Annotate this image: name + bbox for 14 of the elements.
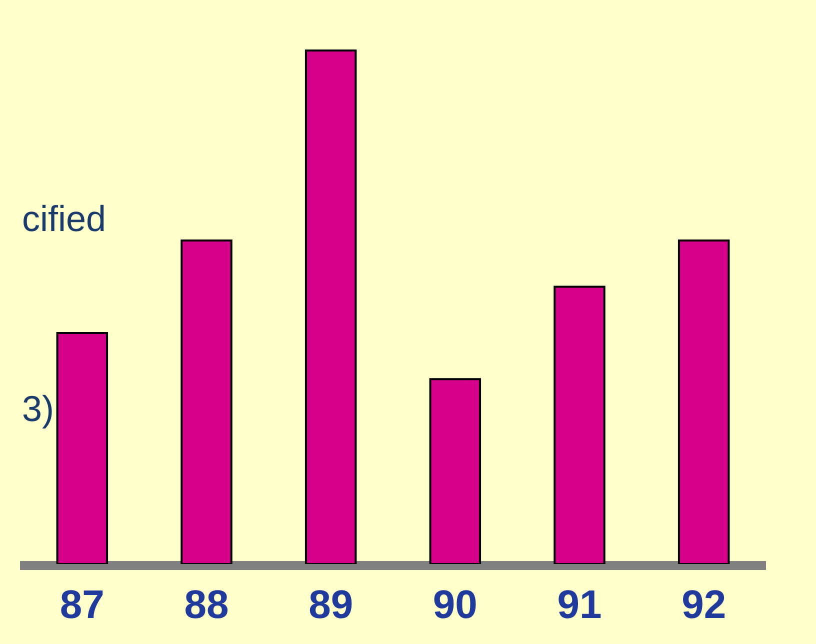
x-tick-label: 89 <box>308 583 354 627</box>
bar <box>678 240 730 564</box>
x-tick-label: 92 <box>682 583 726 627</box>
annotation: 3) <box>22 388 54 429</box>
bar <box>180 240 232 564</box>
x-tick-label: 91 <box>557 583 602 627</box>
bar <box>554 286 606 564</box>
bar <box>304 50 357 564</box>
annotation: cified <box>22 198 106 239</box>
bar <box>429 378 482 564</box>
bar <box>56 332 108 564</box>
x-tick-label: 87 <box>60 583 104 627</box>
x-tick-label: 90 <box>432 583 478 627</box>
x-tick-label: 88 <box>184 583 229 627</box>
